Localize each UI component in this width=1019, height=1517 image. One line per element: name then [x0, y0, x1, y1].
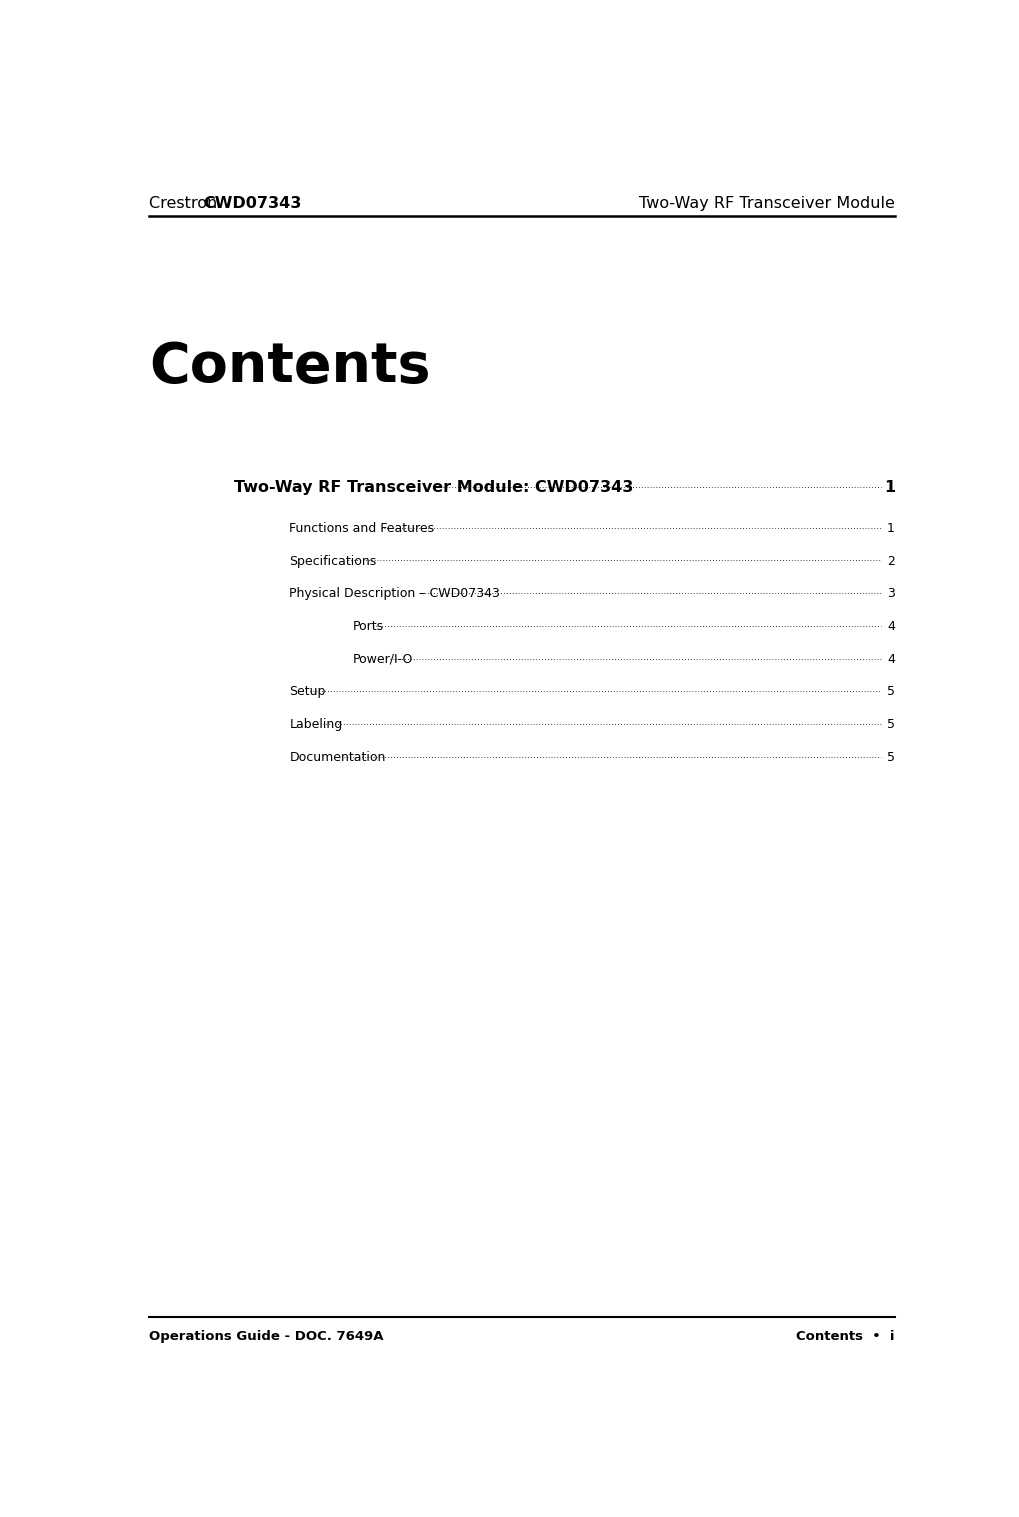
Text: Physical Description – CWD07343: Physical Description – CWD07343	[289, 587, 500, 601]
Text: 1: 1	[883, 479, 895, 495]
Text: Ports: Ports	[353, 620, 383, 633]
Text: 3: 3	[888, 587, 895, 601]
Text: Labeling: Labeling	[289, 718, 342, 731]
Text: Contents: Contents	[150, 340, 431, 394]
Text: CWD07343: CWD07343	[203, 196, 302, 211]
Text: Contents  •  i: Contents • i	[797, 1330, 895, 1343]
Text: 1: 1	[888, 522, 895, 536]
Text: 4: 4	[888, 620, 895, 633]
Text: Setup: Setup	[289, 686, 326, 698]
Text: Operations Guide - DOC. 7649A: Operations Guide - DOC. 7649A	[150, 1330, 384, 1343]
Text: 5: 5	[887, 686, 895, 698]
Text: Two-Way RF Transceiver Module: CWD07343: Two-Way RF Transceiver Module: CWD07343	[234, 479, 634, 495]
Text: Specifications: Specifications	[289, 555, 376, 567]
Text: 2: 2	[888, 555, 895, 567]
Text: Functions and Features: Functions and Features	[289, 522, 434, 536]
Text: Documentation: Documentation	[289, 751, 385, 765]
Text: Two-Way RF Transceiver Module: Two-Way RF Transceiver Module	[639, 196, 895, 211]
Text: 4: 4	[888, 652, 895, 666]
Text: 5: 5	[887, 718, 895, 731]
Text: 5: 5	[887, 751, 895, 765]
Text: Power/I-O: Power/I-O	[353, 652, 413, 666]
Text: Crestron: Crestron	[150, 196, 223, 211]
